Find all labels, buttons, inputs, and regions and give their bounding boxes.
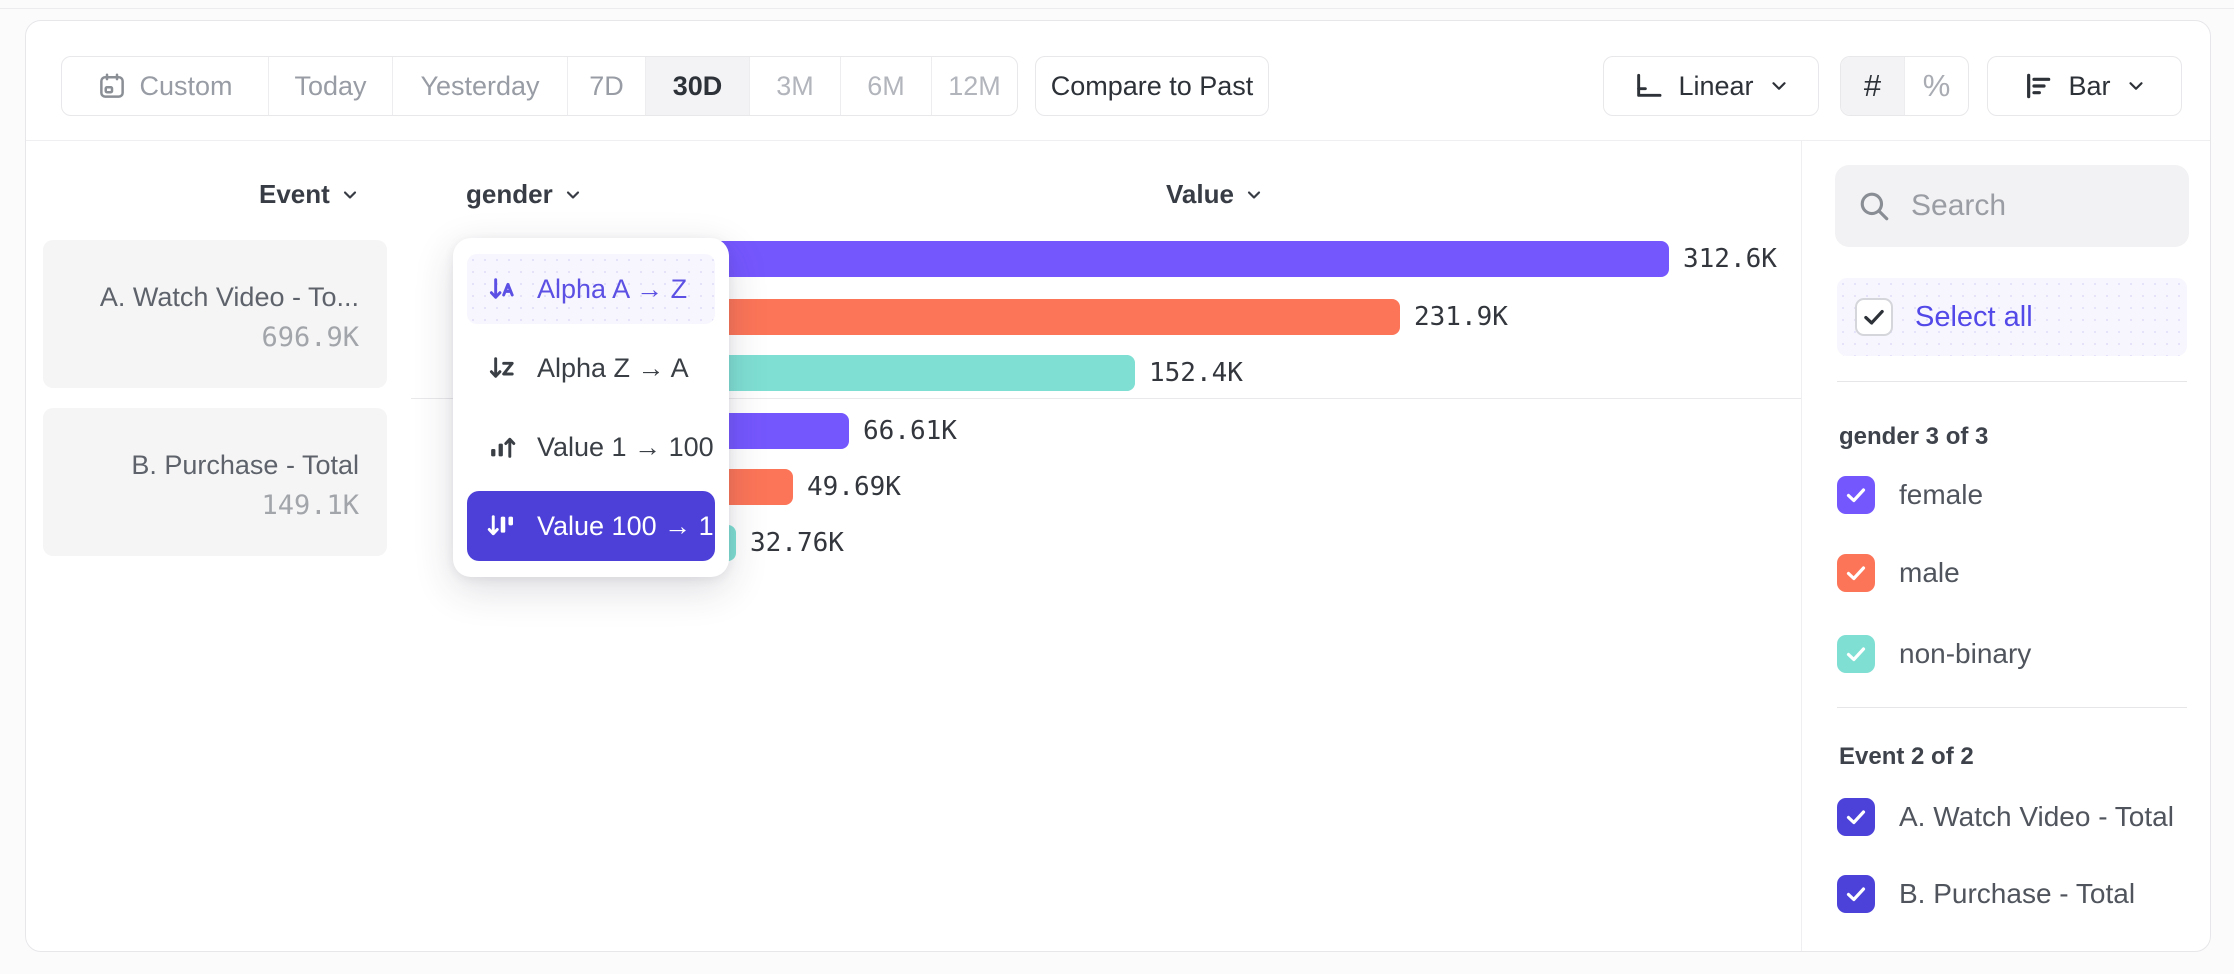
select-all-row[interactable]: Select all <box>1837 278 2187 356</box>
absolute-number-toggle[interactable]: # <box>1841 57 1904 115</box>
chart-type-label: Bar <box>2068 70 2111 101</box>
number-format-toggle: # % <box>1840 56 1969 116</box>
event-name: B. Purchase - Total <box>131 450 359 480</box>
percent-icon: % <box>1922 68 1951 103</box>
legend-item-purchase[interactable]: B. Purchase - Total <box>1837 875 2135 913</box>
sidebar-section-divider <box>1837 707 2187 708</box>
event-total: 149.1K <box>261 490 359 521</box>
section-title-gender: gender 3 of 3 <box>1839 423 1989 450</box>
bar-value-label: 49.69K <box>807 472 901 502</box>
sidebar-divider <box>1801 141 1802 951</box>
date-range-custom[interactable]: Custom <box>62 57 269 115</box>
menu-item-value-asc[interactable]: Value 1 → 100 <box>467 412 715 482</box>
checkbox-non-binary[interactable] <box>1837 635 1875 673</box>
legend-item-female[interactable]: female <box>1837 476 1983 514</box>
section-title-event: Event 2 of 2 <box>1839 743 1974 770</box>
page-top-divider <box>0 8 2234 9</box>
sort-alpha-desc-icon <box>485 352 517 384</box>
bar-value-label: 66.61K <box>863 416 957 446</box>
column-header-gender[interactable]: gender <box>466 179 583 210</box>
legend-item-male[interactable]: male <box>1837 554 1960 592</box>
bar-male-watch-video[interactable] <box>627 299 1400 335</box>
date-range-today[interactable]: Today <box>269 57 393 115</box>
date-range-7d[interactable]: 7D <box>568 57 646 115</box>
chevron-down-icon <box>563 185 583 205</box>
date-range-group: Custom Today Yesterday 7D 30D 3M 6M 12M <box>61 56 1018 116</box>
bar-female-watch-video[interactable] <box>627 241 1669 277</box>
event-total: 696.9K <box>261 322 359 353</box>
compare-to-past-button[interactable]: Compare to Past <box>1035 56 1269 116</box>
date-range-label: Custom <box>139 70 233 101</box>
date-range-3m[interactable]: 3M <box>750 57 841 115</box>
bar-value-label: 312.6K <box>1683 244 1777 274</box>
checkbox-watch-video[interactable] <box>1837 798 1875 836</box>
sort-dropdown-menu: Alpha A → Z Alpha Z → A <box>453 238 729 577</box>
event-name: A. Watch Video - To... <box>99 282 359 312</box>
menu-item-alpha-desc[interactable]: Alpha Z → A <box>467 333 715 403</box>
sort-value-asc-icon <box>485 431 517 463</box>
select-all-checkbox[interactable] <box>1855 298 1893 336</box>
chevron-down-icon <box>340 185 360 205</box>
hash-icon: # <box>1863 68 1882 103</box>
bar-row: 231.9K <box>627 299 1508 335</box>
calendar-icon <box>97 71 127 101</box>
legend-search[interactable] <box>1835 165 2189 247</box>
legend-item-watch-video[interactable]: A. Watch Video - Total <box>1837 798 2174 836</box>
search-icon <box>1857 189 1891 223</box>
date-range-yesterday[interactable]: Yesterday <box>393 57 568 115</box>
sort-value-desc-icon <box>485 510 517 542</box>
event-card-watch-video[interactable]: A. Watch Video - To... 696.9K <box>43 240 387 388</box>
date-range-12m[interactable]: 12M <box>948 70 1001 101</box>
bar-value-label: 32.76K <box>750 528 844 558</box>
chevron-down-icon <box>1244 185 1264 205</box>
bar-row: 312.6K <box>627 241 1777 277</box>
select-all-label: Select all <box>1915 300 2033 333</box>
scale-selector-button[interactable]: Linear <box>1603 56 1819 116</box>
chevron-down-icon <box>2125 75 2147 97</box>
checkbox-female[interactable] <box>1837 476 1875 514</box>
checkbox-purchase[interactable] <box>1837 875 1875 913</box>
sort-alpha-asc-icon <box>485 273 517 305</box>
toolbar-divider <box>26 140 2210 141</box>
search-input[interactable] <box>1909 188 2167 224</box>
checkbox-male[interactable] <box>1837 554 1875 592</box>
sidebar-section-divider <box>1837 381 2187 382</box>
event-card-purchase[interactable]: B. Purchase - Total 149.1K <box>43 408 387 556</box>
bar-group-divider <box>411 398 1801 399</box>
bar-chart-icon <box>2022 70 2054 102</box>
chevron-down-icon <box>1768 75 1790 97</box>
menu-item-alpha-asc[interactable]: Alpha A → Z <box>467 254 715 324</box>
scale-label: Linear <box>1678 70 1754 101</box>
report-card: Custom Today Yesterday 7D 30D 3M 6M 12M … <box>25 20 2211 952</box>
legend-item-non-binary[interactable]: non-binary <box>1837 635 2031 673</box>
date-range-6m[interactable]: 6M <box>841 57 932 115</box>
date-range-30d[interactable]: 30D <box>646 57 750 115</box>
percent-toggle[interactable]: % <box>1904 57 1968 115</box>
menu-item-value-desc[interactable]: Value 100 → 1 <box>467 491 715 561</box>
chart-type-selector-button[interactable]: Bar <box>1987 56 2182 116</box>
column-header-event[interactable]: Event <box>259 179 360 210</box>
linear-axis-icon <box>1632 70 1664 102</box>
column-header-value[interactable]: Value <box>1166 179 1264 210</box>
bar-value-label: 231.9K <box>1414 302 1508 332</box>
bar-value-label: 152.4K <box>1149 358 1243 388</box>
